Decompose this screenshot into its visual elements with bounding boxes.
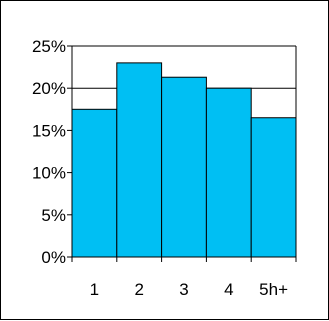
x-tick-label: 2 bbox=[134, 280, 143, 299]
bars bbox=[71, 62, 297, 258]
y-tick-label: 20% bbox=[32, 79, 66, 98]
x-tick-label: 4 bbox=[224, 280, 233, 299]
bar-1 bbox=[71, 108, 118, 258]
bar-3 bbox=[161, 76, 207, 258]
y-axis-ticks: 0% 5% 10% 15% 20% 25% bbox=[32, 37, 72, 267]
axes bbox=[71, 46, 296, 258]
bar-4 bbox=[205, 87, 252, 258]
x-tick-label: 5h+ bbox=[259, 280, 288, 299]
bar-5h+ bbox=[250, 117, 297, 258]
bar-2 bbox=[116, 62, 163, 258]
x-tick-label: 3 bbox=[179, 280, 188, 299]
x-tick-label: 1 bbox=[90, 280, 99, 299]
x-axis-ticks: 1 2 3 4 5h+ bbox=[71, 257, 297, 299]
y-tick-label: 10% bbox=[32, 164, 66, 183]
y-tick-label: 0% bbox=[41, 248, 66, 267]
y-tick-label: 5% bbox=[41, 206, 66, 225]
y-tick-label: 25% bbox=[32, 37, 66, 56]
y-tick-label: 15% bbox=[32, 121, 66, 140]
